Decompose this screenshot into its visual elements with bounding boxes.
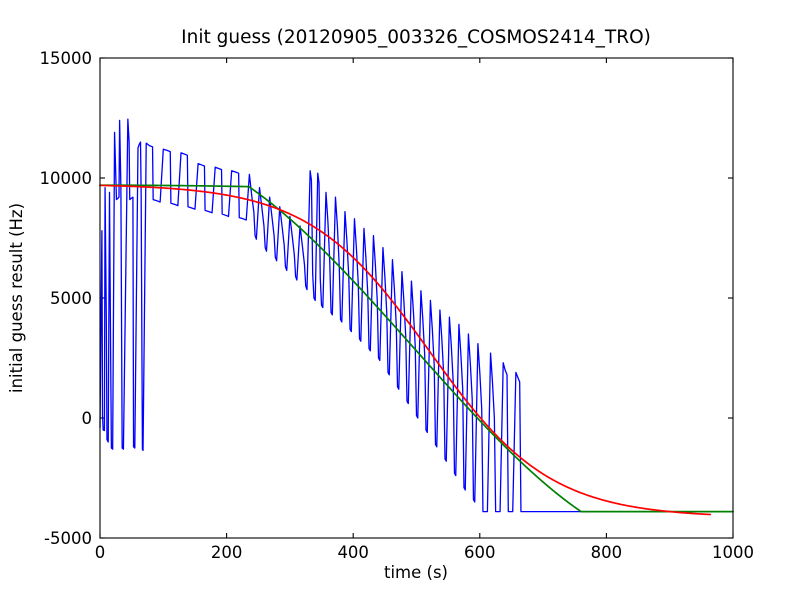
chart-title: Init guess (20120905_003326_COSMOS2414_T… <box>181 27 651 48</box>
series-line-fit-green <box>99 184 734 513</box>
series-line-initial-guess <box>99 118 734 513</box>
x-tick-label: 0 <box>95 543 106 562</box>
x-tick-label: 1000 <box>712 543 754 562</box>
y-tick-label: 0 <box>82 409 93 428</box>
x-axis-label: time (s) <box>384 563 448 582</box>
y-tick-label: 10000 <box>40 169 93 188</box>
plot-frame-border <box>99 57 734 539</box>
x-tick-label: 200 <box>211 543 243 562</box>
series-line-fit-red <box>99 184 712 516</box>
y-tick-label: 5000 <box>50 289 92 308</box>
plot-area-background <box>100 58 733 538</box>
x-tick-label: 800 <box>591 543 623 562</box>
y-tick-label: -5000 <box>44 529 92 548</box>
y-tick-label: 15000 <box>40 49 93 68</box>
y-axis-label: initial guess result (Hz) <box>7 203 26 393</box>
x-tick-label: 600 <box>464 543 496 562</box>
x-tick-label: 400 <box>337 543 369 562</box>
